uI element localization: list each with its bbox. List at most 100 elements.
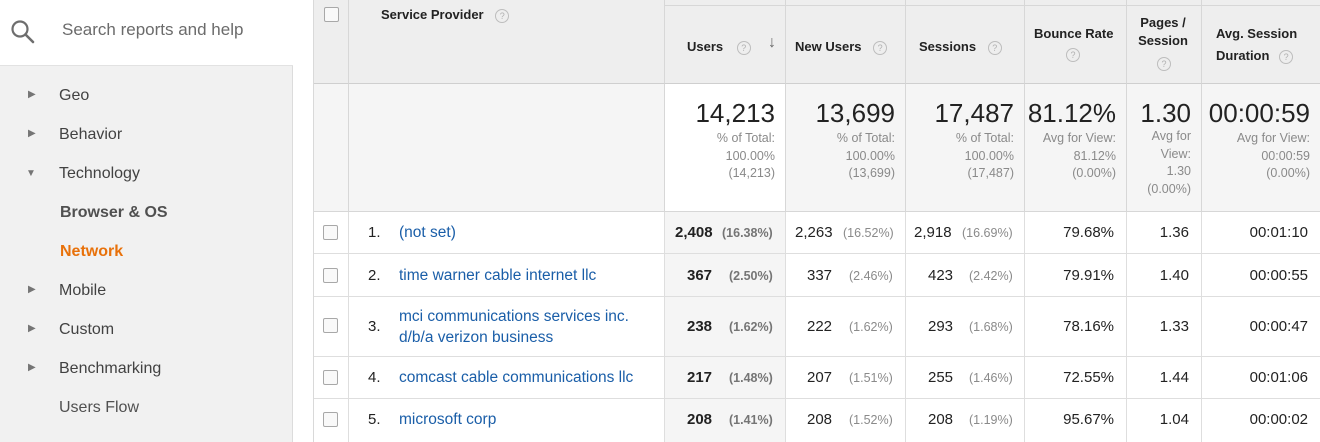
column-header-avg-session-duration[interactable]: Avg. Session Duration ? bbox=[1216, 23, 1297, 67]
help-icon[interactable]: ? bbox=[1157, 57, 1171, 71]
duration-value: 00:00:02 bbox=[1249, 411, 1308, 428]
column-header-bounce-rate[interactable]: Bounce Rate bbox=[1034, 26, 1114, 41]
column-header-label: Avg. Session bbox=[1216, 26, 1298, 41]
table-row: 1. (not set) 2,408 (16.38%) 2,263 (16.52… bbox=[314, 212, 1320, 254]
total-label: % of Total: bbox=[836, 131, 895, 145]
header-sessions[interactable]: Sessions ? bbox=[906, 0, 1025, 84]
sidebar-item-label: Mobile bbox=[59, 282, 107, 299]
total-percent: 1.30 bbox=[1166, 164, 1191, 178]
column-header-pages-session[interactable]: Pages / Session bbox=[1138, 14, 1188, 50]
sidebar-item-technology[interactable]: ▼ Technology bbox=[0, 156, 293, 192]
total-percent: 100.00% bbox=[725, 148, 775, 163]
help-icon[interactable]: ? bbox=[495, 8, 510, 23]
provider-link[interactable]: (not set) bbox=[399, 224, 456, 241]
total-percent: 00:00:59 bbox=[1261, 148, 1310, 163]
sidebar-item-label: Behavior bbox=[59, 126, 123, 143]
provider-link[interactable]: mci communications services inc. d/b/a v… bbox=[399, 306, 629, 348]
pages-session-value: 1.36 bbox=[1159, 224, 1189, 241]
row-number: 4. bbox=[368, 369, 381, 386]
provider-link[interactable]: comcast cable communications llc bbox=[399, 369, 634, 386]
row-checkbox[interactable] bbox=[323, 268, 338, 283]
duration-value: 00:01:10 bbox=[1249, 224, 1308, 241]
header-pages-session[interactable]: Pages / Session ? bbox=[1127, 0, 1202, 84]
total-subtext: % of Total: 100.00% (14,213) bbox=[717, 130, 775, 183]
search-input[interactable]: Search reports and help bbox=[62, 20, 244, 39]
help-icon[interactable]: ? bbox=[736, 40, 751, 55]
total-value: 14,213 bbox=[695, 98, 775, 128]
column-header-sessions[interactable]: Sessions ? bbox=[919, 36, 1002, 58]
header-divider bbox=[1202, 0, 1320, 6]
help-icon[interactable]: ? bbox=[1279, 49, 1294, 64]
column-header-users[interactable]: Users ? bbox=[687, 36, 751, 58]
totals-avg-session-duration: 00:00:59 Avg for View: 00:00:59 (0.00%) bbox=[1202, 84, 1320, 212]
header-users[interactable]: Users ? ↓ bbox=[665, 0, 786, 84]
row-users-cell: 367 (2.50%) bbox=[665, 254, 786, 296]
search-bar[interactable]: Search reports and help bbox=[0, 0, 293, 66]
sessions-percent: (1.19%) bbox=[969, 413, 1013, 427]
sidebar-item-users-flow[interactable]: Users Flow bbox=[0, 390, 293, 426]
new-users-percent: (1.62%) bbox=[849, 320, 893, 334]
column-header-service-provider[interactable]: Service Provider ? bbox=[381, 4, 510, 26]
help-icon[interactable]: ? bbox=[873, 40, 888, 55]
row-checkbox-cell bbox=[314, 357, 349, 398]
total-subtext: Avg for View: 1.30 (0.00%) bbox=[1147, 128, 1191, 198]
header-dimension[interactable]: Service Provider ? bbox=[349, 0, 665, 84]
row-bounce-rate-cell: 79.91% bbox=[1025, 254, 1127, 296]
row-number: 5. bbox=[368, 411, 381, 428]
sort-descending-icon[interactable]: ↓ bbox=[768, 34, 776, 51]
column-header-new-users[interactable]: New Users ? bbox=[795, 36, 888, 58]
total-absolute: (13,699) bbox=[848, 166, 895, 180]
sidebar-item-mobile[interactable]: ▶ Mobile bbox=[0, 273, 293, 309]
sidebar-item-label: Technology bbox=[59, 165, 140, 182]
totals-sessions: 17,487 % of Total: 100.00% (17,487) bbox=[906, 84, 1025, 212]
help-icon[interactable]: ? bbox=[1066, 48, 1080, 62]
row-duration-cell: 00:00:47 bbox=[1202, 297, 1320, 356]
row-checkbox[interactable] bbox=[323, 318, 338, 333]
header-avg-session-duration[interactable]: Avg. Session Duration ? bbox=[1202, 0, 1320, 84]
caret-right-icon: ▶ bbox=[28, 362, 36, 373]
help-icon[interactable]: ? bbox=[987, 40, 1002, 55]
sessions-value: 423 bbox=[928, 267, 954, 284]
sidebar-item-custom[interactable]: ▶ Custom bbox=[0, 312, 293, 348]
sidebar-item-browser-os[interactable]: Browser & OS bbox=[0, 195, 293, 231]
totals-pages-session: 1.30 Avg for View: 1.30 (0.00%) bbox=[1127, 84, 1202, 212]
total-subtext: Avg for View: 00:00:59 (0.00%) bbox=[1237, 130, 1310, 183]
row-bounce-rate-cell: 72.55% bbox=[1025, 357, 1127, 398]
sidebar-item-label: Network bbox=[60, 243, 124, 260]
row-number: 3. bbox=[368, 318, 381, 335]
total-absolute: (0.00%) bbox=[1147, 181, 1191, 196]
bounce-rate-value: 79.68% bbox=[1063, 224, 1114, 241]
column-header-label: Pages / bbox=[1140, 15, 1186, 30]
users-percent: (2.50%) bbox=[729, 269, 773, 283]
total-value: 1.30 bbox=[1140, 98, 1191, 128]
sidebar-item-benchmarking[interactable]: ▶ Benchmarking bbox=[0, 351, 293, 387]
total-label: Avg for View: bbox=[1236, 131, 1310, 145]
search-icon[interactable] bbox=[10, 19, 36, 45]
row-checkbox[interactable] bbox=[323, 412, 338, 427]
duration-value: 00:01:06 bbox=[1249, 369, 1308, 386]
row-checkbox[interactable] bbox=[323, 370, 338, 385]
total-label: % of Total: bbox=[955, 131, 1014, 145]
provider-link[interactable]: microsoft corp bbox=[399, 411, 497, 428]
sidebar-item-geo[interactable]: ▶ Geo bbox=[0, 78, 293, 114]
sidebar-item-network[interactable]: Network bbox=[0, 234, 293, 270]
row-pages-session-cell: 1.04 bbox=[1127, 399, 1202, 442]
provider-link[interactable]: time warner cable internet llc bbox=[399, 267, 597, 284]
row-checkbox[interactable] bbox=[323, 225, 338, 240]
header-new-users[interactable]: New Users ? bbox=[786, 0, 906, 84]
row-sessions-cell: 255 (1.46%) bbox=[906, 357, 1025, 398]
sessions-percent: (16.69%) bbox=[962, 226, 1013, 240]
new-users-value: 337 bbox=[807, 267, 833, 284]
sessions-value: 255 bbox=[928, 369, 954, 386]
sessions-value: 208 bbox=[928, 411, 954, 428]
provider-link-line[interactable]: d/b/a verizon business bbox=[399, 329, 554, 346]
header-bounce-rate[interactable]: Bounce Rate ? bbox=[1025, 0, 1127, 84]
row-sessions-cell: 293 (1.68%) bbox=[906, 297, 1025, 356]
select-all-checkbox[interactable] bbox=[324, 7, 339, 22]
provider-link-line[interactable]: mci communications services inc. bbox=[399, 308, 629, 325]
new-users-percent: (1.52%) bbox=[849, 413, 893, 427]
table-row: 3. mci communications services inc. d/b/… bbox=[314, 297, 1320, 357]
bounce-rate-value: 78.16% bbox=[1063, 318, 1114, 335]
sidebar-item-behavior[interactable]: ▶ Behavior bbox=[0, 117, 293, 153]
new-users-value: 2,263 bbox=[795, 224, 833, 241]
